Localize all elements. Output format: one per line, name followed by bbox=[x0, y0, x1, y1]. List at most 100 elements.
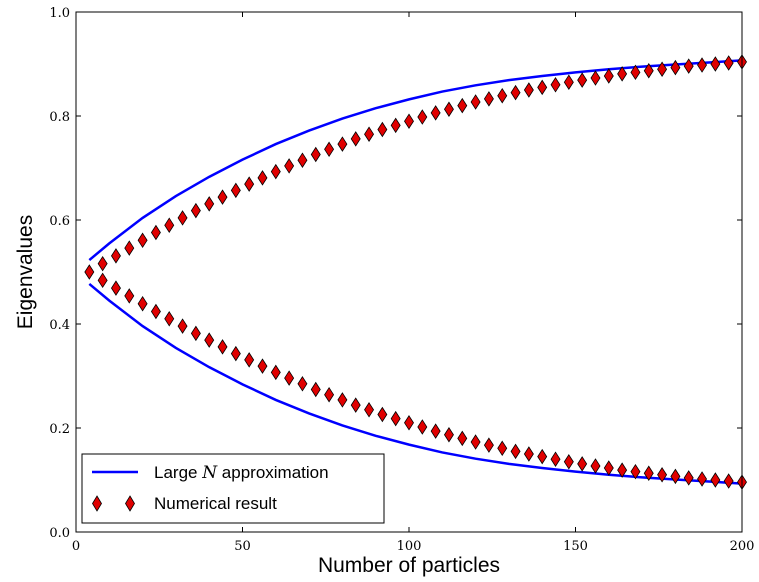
numerical-point-upper bbox=[284, 158, 295, 174]
numerical-point-lower bbox=[603, 460, 614, 476]
numerical-point-lower bbox=[497, 440, 508, 457]
numerical-point-lower bbox=[550, 451, 561, 467]
numerical-point-upper bbox=[150, 224, 161, 241]
numerical-point-lower bbox=[510, 443, 521, 460]
approximation-curve-lower bbox=[88, 282, 743, 485]
numerical-point-upper bbox=[590, 70, 601, 86]
numerical-point-upper bbox=[177, 210, 188, 226]
numerical-point-lower bbox=[577, 456, 588, 472]
numerical-point-upper bbox=[324, 141, 335, 158]
numerical-point-upper bbox=[310, 146, 321, 163]
numerical-point-lower bbox=[257, 358, 268, 374]
numerical-point-lower bbox=[470, 434, 481, 450]
numerical-point-upper bbox=[497, 87, 508, 104]
numerical-point-lower bbox=[590, 458, 601, 474]
numerical-point-upper bbox=[670, 59, 681, 76]
numerical-point-upper bbox=[204, 196, 215, 212]
numerical-point-upper bbox=[364, 126, 375, 142]
numerical-point-upper bbox=[97, 255, 108, 272]
numerical-point-lower bbox=[483, 437, 494, 453]
numerical-point-lower bbox=[563, 454, 574, 470]
numerical-point-upper bbox=[683, 58, 694, 74]
numerical-point-upper bbox=[697, 57, 708, 73]
numerical-point-lower bbox=[537, 448, 548, 465]
numerical-point-lower bbox=[204, 332, 215, 348]
legend-label-numerical: Numerical result bbox=[154, 494, 277, 513]
numerical-point-upper bbox=[630, 64, 641, 81]
legend-box bbox=[81, 453, 385, 524]
numerical-point-upper bbox=[510, 84, 521, 101]
numerical-point-upper bbox=[417, 109, 428, 125]
numerical-point-upper bbox=[297, 152, 308, 168]
numerical-point-lower bbox=[417, 419, 428, 435]
numerical-point-upper bbox=[404, 113, 414, 129]
numerical-point-upper bbox=[470, 94, 481, 110]
x-tick-label: 100 bbox=[397, 539, 422, 554]
numerical-point-lower bbox=[297, 376, 308, 392]
numerical-point-lower bbox=[697, 471, 708, 487]
data-layer bbox=[84, 54, 747, 490]
numerical-point-upper bbox=[217, 189, 228, 205]
numerical-point-upper bbox=[84, 264, 95, 280]
numerical-point-upper bbox=[457, 97, 468, 114]
x-tick-label: 0 bbox=[72, 539, 80, 554]
numerical-point-upper bbox=[137, 232, 148, 249]
x-axis-title: Number of particles bbox=[318, 554, 500, 577]
numerical-point-upper bbox=[537, 79, 548, 96]
numerical-point-lower bbox=[683, 470, 694, 486]
numerical-point-lower bbox=[177, 318, 188, 334]
numerical-point-lower bbox=[150, 303, 161, 320]
numerical-point-lower bbox=[523, 446, 534, 462]
numerical-point-lower bbox=[364, 402, 375, 418]
numerical-point-upper bbox=[577, 72, 588, 88]
numerical-point-upper bbox=[603, 68, 614, 84]
y-tick-label: 0.2 bbox=[49, 422, 70, 437]
numerical-point-lower bbox=[377, 406, 388, 423]
numerical-point-lower bbox=[657, 467, 668, 483]
numerical-point-lower bbox=[190, 325, 201, 342]
numerical-point-lower bbox=[443, 427, 454, 443]
approximation-curve-upper bbox=[88, 59, 743, 262]
legend-marker-swatch-1 bbox=[92, 495, 102, 512]
numerical-point-upper bbox=[377, 121, 388, 138]
x-tick-label: 150 bbox=[563, 539, 588, 554]
numerical-point-lower bbox=[244, 352, 255, 368]
legend-label-approximation: Large N approximation bbox=[154, 463, 329, 483]
numerical-point-lower bbox=[310, 381, 321, 398]
numerical-point-upper bbox=[430, 105, 441, 121]
numerical-point-lower bbox=[217, 339, 228, 355]
y-tick-label: 1.0 bbox=[49, 6, 70, 21]
y-tick-label: 0.4 bbox=[49, 318, 70, 333]
numerical-point-upper bbox=[270, 163, 281, 180]
numerical-point-lower bbox=[164, 311, 175, 327]
numerical-point-lower bbox=[110, 280, 121, 296]
numerical-point-upper bbox=[390, 117, 401, 134]
numerical-point-upper bbox=[657, 61, 668, 77]
numerical-point-lower bbox=[137, 295, 148, 312]
numerical-point-upper bbox=[710, 56, 721, 72]
numerical-point-upper bbox=[190, 202, 201, 219]
numerical-point-lower bbox=[723, 473, 734, 489]
y-tick-label: 0.8 bbox=[49, 110, 70, 125]
tick-layer: 0 50 100 150 200 0.0 0.2 0.4 0.6 0.8 1.0 bbox=[49, 6, 754, 554]
numerical-point-upper bbox=[643, 63, 654, 79]
numerical-point-lower bbox=[350, 397, 361, 413]
numerical-point-lower bbox=[284, 370, 295, 386]
numerical-point-upper bbox=[124, 240, 135, 256]
numerical-point-upper bbox=[523, 82, 534, 98]
y-tick-label: 0.6 bbox=[49, 214, 70, 229]
numerical-point-upper bbox=[337, 136, 348, 152]
numerical-point-lower bbox=[390, 410, 401, 427]
numerical-point-lower bbox=[97, 272, 108, 289]
numerical-point-upper bbox=[350, 131, 361, 147]
y-axis-title: Eigenvalues bbox=[14, 215, 37, 329]
numerical-point-upper bbox=[110, 248, 121, 264]
legend: Large N approximation Numerical result bbox=[81, 453, 385, 524]
numerical-point-upper bbox=[164, 217, 175, 233]
numerical-point-upper bbox=[483, 91, 494, 107]
numerical-point-lower bbox=[230, 345, 241, 362]
numerical-point-lower bbox=[124, 288, 135, 304]
y-tick-label: 0.0 bbox=[49, 526, 70, 541]
numerical-point-upper bbox=[257, 170, 268, 186]
